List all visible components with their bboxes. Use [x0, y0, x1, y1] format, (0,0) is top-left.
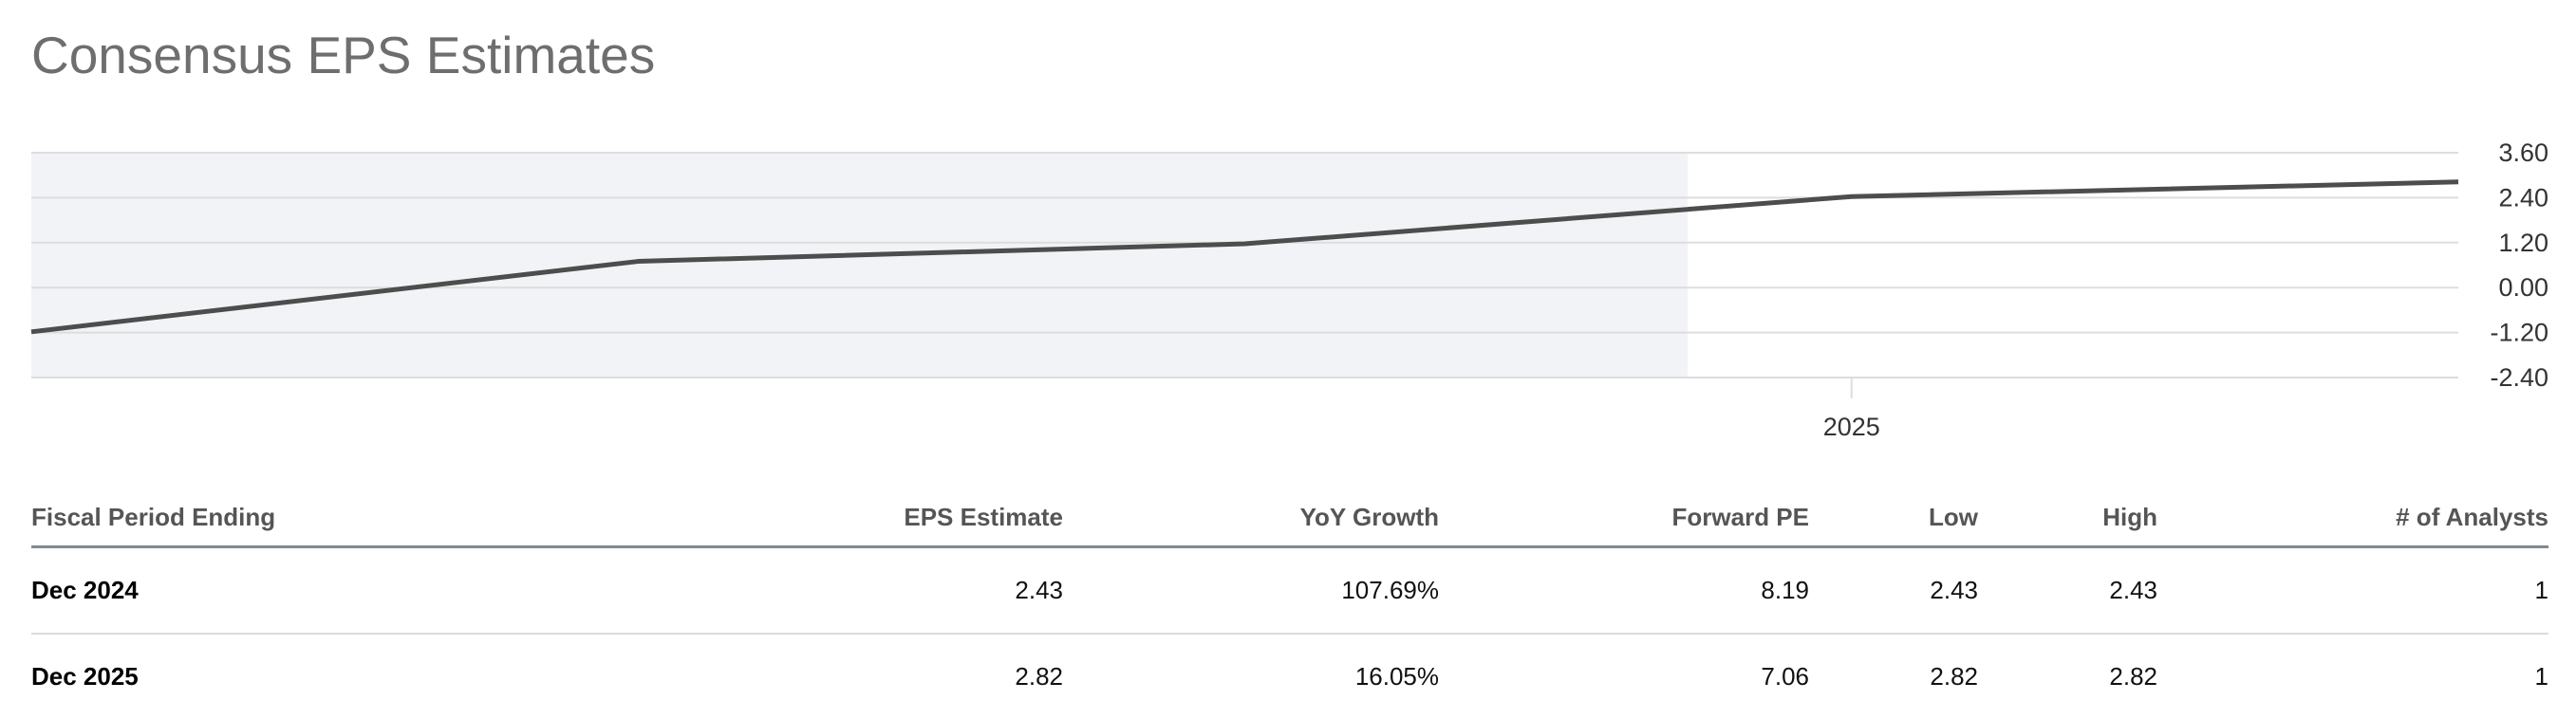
historical-shading: [31, 153, 1688, 378]
cell-analysts: 1: [2157, 547, 2548, 635]
cell-pe: 7.06: [1439, 634, 1809, 719]
cell-eps: 2.82: [506, 634, 1063, 719]
cell-period: Dec 2024: [31, 547, 506, 635]
eps-table: Fiscal Period Ending EPS Estimate YoY Gr…: [31, 489, 2548, 719]
table-header-row: Fiscal Period Ending EPS Estimate YoY Gr…: [31, 489, 2548, 547]
col-high[interactable]: High: [1978, 489, 2157, 547]
cell-pe: 8.19: [1439, 547, 1809, 635]
cell-yoy: 107.69%: [1063, 547, 1439, 635]
y-tick-label: 2.40: [2498, 183, 2548, 212]
y-tick-label: 3.60: [2498, 138, 2548, 167]
col-yoy-growth[interactable]: YoY Growth: [1063, 489, 1439, 547]
cell-low: 2.43: [1809, 547, 1978, 635]
cell-analysts: 1: [2157, 634, 2548, 719]
table-row: Dec 2025 2.82 16.05% 7.06 2.82 2.82 1: [31, 634, 2548, 719]
col-fiscal-period[interactable]: Fiscal Period Ending: [31, 489, 506, 547]
cell-high: 2.43: [1978, 547, 2157, 635]
x-tick-label: 2025: [1823, 413, 1880, 441]
col-low[interactable]: Low: [1809, 489, 1978, 547]
col-eps-estimate[interactable]: EPS Estimate: [506, 489, 1063, 547]
y-tick-label: 1.20: [2498, 229, 2548, 257]
table-row: Dec 2024 2.43 107.69% 8.19 2.43 2.43 1: [31, 547, 2548, 635]
cell-period: Dec 2025: [31, 634, 506, 719]
y-tick-label: 0.00: [2498, 273, 2548, 302]
eps-chart: 3.60 2.40 1.20 0.00 -1.20 -2.40 2025: [0, 0, 2576, 455]
cell-low: 2.82: [1809, 634, 1978, 719]
cell-high: 2.82: [1978, 634, 2157, 719]
y-tick-label: -1.20: [2490, 319, 2548, 347]
y-tick-label: -2.40: [2490, 363, 2548, 392]
col-forward-pe[interactable]: Forward PE: [1439, 489, 1809, 547]
col-analysts[interactable]: # of Analysts: [2157, 489, 2548, 547]
cell-eps: 2.43: [506, 547, 1063, 635]
cell-yoy: 16.05%: [1063, 634, 1439, 719]
